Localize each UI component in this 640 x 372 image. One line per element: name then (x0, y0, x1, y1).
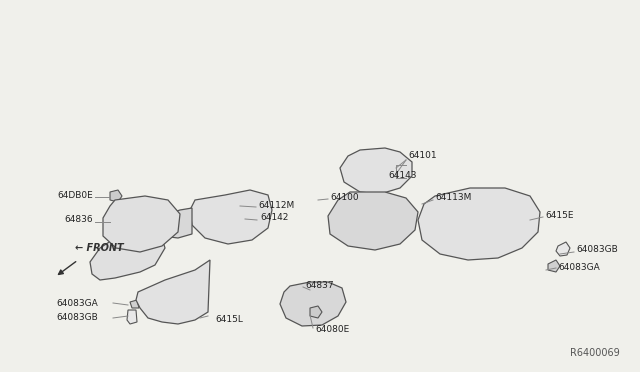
Text: R6400069: R6400069 (570, 348, 620, 358)
Text: 64DB0E: 64DB0E (57, 190, 93, 199)
Polygon shape (110, 190, 122, 202)
Polygon shape (548, 260, 560, 272)
Polygon shape (127, 310, 137, 324)
Text: 64080E: 64080E (315, 326, 349, 334)
Polygon shape (418, 188, 540, 260)
Polygon shape (158, 208, 192, 238)
Polygon shape (90, 228, 165, 280)
Polygon shape (190, 190, 272, 244)
Text: 64083GA: 64083GA (558, 263, 600, 273)
Text: 6415L: 6415L (215, 315, 243, 324)
Text: 6415E: 6415E (545, 211, 573, 219)
Text: 64083GA: 64083GA (56, 298, 98, 308)
Text: 64837: 64837 (305, 280, 333, 289)
Text: 64113M: 64113M (435, 193, 472, 202)
Text: 64836: 64836 (65, 215, 93, 224)
Polygon shape (130, 300, 139, 308)
Text: ← FRONT: ← FRONT (75, 243, 124, 253)
Text: 64112M: 64112M (258, 201, 294, 209)
Text: 64143: 64143 (388, 170, 417, 180)
Polygon shape (280, 282, 346, 326)
Text: 64083GB: 64083GB (576, 246, 618, 254)
Polygon shape (340, 148, 412, 194)
Text: 64100: 64100 (330, 192, 358, 202)
Polygon shape (556, 242, 570, 256)
Text: 64101: 64101 (408, 151, 436, 160)
Text: 64142: 64142 (260, 214, 289, 222)
Polygon shape (103, 196, 180, 252)
Text: 64083GB: 64083GB (56, 314, 98, 323)
Polygon shape (310, 306, 322, 318)
Polygon shape (136, 260, 210, 324)
Polygon shape (328, 192, 418, 250)
